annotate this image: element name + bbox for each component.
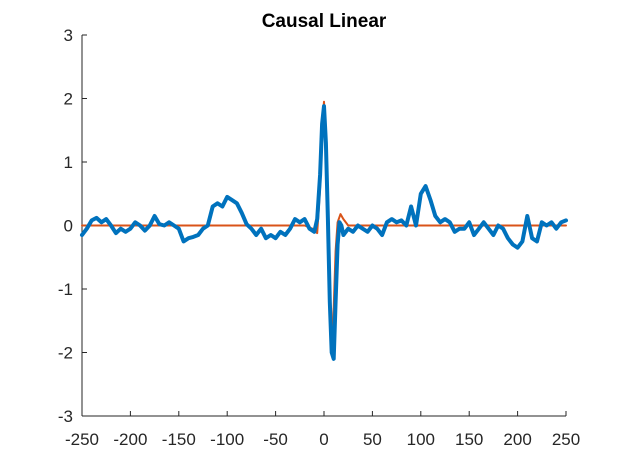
chart-axes: -250 -200 -150 -100 -50 0 50 100 150 200 250 -3 -2 -1…: [58, 26, 580, 449]
series-line-2: [80, 104, 568, 361]
x-tick-label: 250: [552, 430, 580, 449]
y-tick-label: 3: [64, 26, 73, 45]
y-tick-label: 1: [64, 153, 73, 172]
x-tick-label: -100: [210, 430, 244, 449]
x-tick-label: 100: [407, 430, 435, 449]
x-tick-label: -150: [162, 430, 196, 449]
x-tick-label: -50: [263, 430, 288, 449]
x-tick-label: 0: [319, 430, 328, 449]
x-tick-label: -200: [113, 430, 147, 449]
x-tick-label: 200: [503, 430, 531, 449]
x-tick-label: 50: [363, 430, 382, 449]
y-tick-label: -1: [58, 280, 73, 299]
y-tick-label: 2: [64, 90, 73, 109]
x-tick-label: -250: [65, 430, 99, 449]
chart-series-layer: [80, 100, 568, 361]
y-tick-label: 0: [64, 217, 73, 236]
y-tick-label: -3: [58, 407, 73, 426]
chart-title: Causal Linear: [262, 11, 387, 32]
y-tick-label: -2: [58, 344, 73, 363]
x-tick-label: 150: [455, 430, 483, 449]
